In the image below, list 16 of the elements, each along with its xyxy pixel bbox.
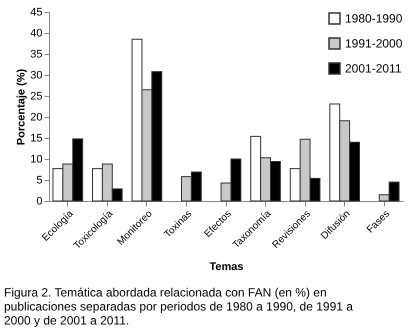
y-tick-label: 45: [30, 6, 42, 18]
y-tick-label: 5: [36, 174, 42, 186]
y-tick-label: 30: [30, 70, 42, 82]
y-tick-label: 0: [36, 196, 42, 208]
y-tick-label: 40: [30, 28, 42, 40]
legend-label: 1980-1990: [345, 12, 403, 26]
text: Figura 2. Temática abordada relacionada con FAN (en %) en publicaciones separadas por periodos de 1980 a 1990, de 1991 a 2000 y de 2001 a 2011.: [4, 285, 354, 328]
y-tick-label: 20: [30, 112, 42, 124]
legend-label: 1991-2000: [345, 36, 403, 50]
y-tick-label: 35: [30, 48, 42, 60]
legend-label: 2001-2011: [345, 62, 402, 76]
y-axis-title: Porcentaje (%): [15, 68, 28, 146]
y-tick-label: 25: [30, 90, 42, 102]
x-axis-title: Temas: [209, 260, 244, 273]
y-tick-label: 10: [30, 154, 42, 166]
y-tick-label: 15: [30, 132, 42, 144]
